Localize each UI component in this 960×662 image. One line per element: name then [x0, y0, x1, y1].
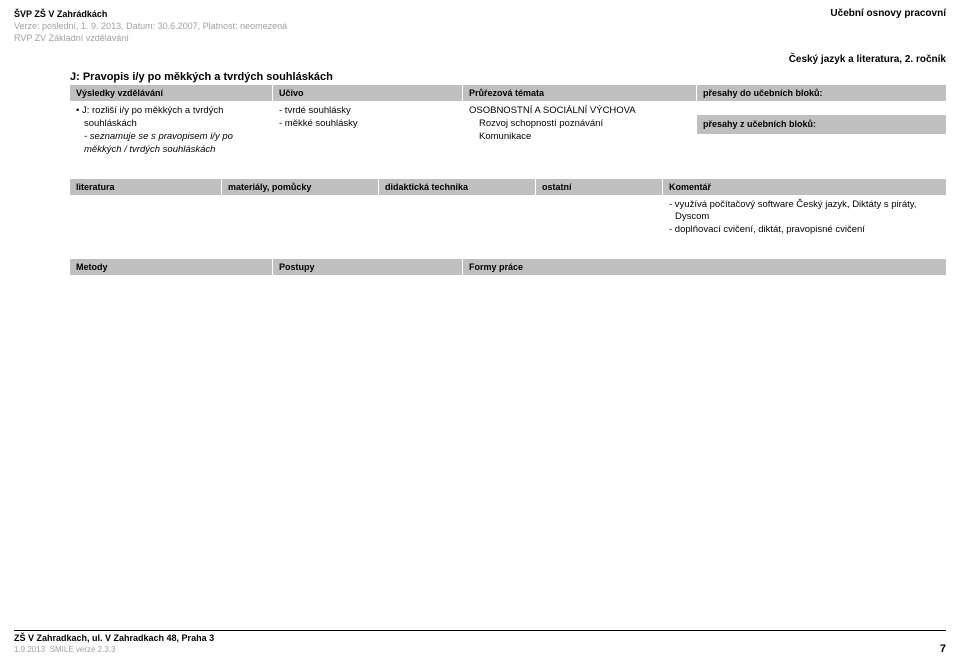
th-presahy-do: přesahy do učebních bloků:: [697, 85, 946, 101]
page-header: ŠVP ZŠ V Zahrádkách Verze: poslední, 1. …: [14, 8, 946, 44]
footer-address: ZŠ V Zahradkach, ul. V Zahradkach 48, Pr…: [14, 633, 214, 645]
table1-body-row: J: rozliší i/y po měkkých a tvrdých souh…: [70, 101, 946, 170]
komentar-line-2: - doplňovací cvičení, diktát, pravopisné…: [669, 224, 940, 237]
doc-version-line: Verze: poslední, 1. 9. 2013, Datum: 30.6…: [14, 20, 287, 32]
cell-postupy: [273, 275, 463, 307]
page-footer: ZŠ V Zahradkach, ul. V Zahradkach 48, Pr…: [14, 630, 946, 656]
cell-presahy: přesahy z učebních bloků:: [697, 101, 946, 170]
footer-left: ZŠ V Zahradkach, ul. V Zahradkach 48, Pr…: [14, 633, 214, 656]
cell-formy: [463, 275, 946, 307]
cell-literatura: [70, 195, 222, 259]
footer-page-number: 7: [940, 642, 946, 656]
doc-rvp-line: RVP ZV Základní vzdělávání: [14, 32, 287, 44]
cell-materialy: [222, 195, 379, 259]
th-presahy-z: přesahy z učebních bloků:: [697, 115, 946, 133]
header-right: Učební osnovy pracovní: [830, 8, 946, 19]
cell-komentar: - využívá počítačový software Český jazy…: [663, 195, 946, 259]
prurez-title: OSOBNOSTNÍ A SOCIÁLNÍ VÝCHOVA: [469, 105, 690, 118]
table1-header-row: Výsledky vzdělávání Učivo Průřezová téma…: [70, 85, 946, 101]
subject-line: Český jazyk a literatura, 2. ročník: [14, 54, 946, 65]
header-left: ŠVP ZŠ V Zahrádkách Verze: poslední, 1. …: [14, 8, 287, 44]
prurez-line-2: Rozvoj schopností poznávání: [469, 118, 690, 131]
th-ucivo: Učivo: [273, 85, 463, 101]
section: J: Pravopis i/y po měkkých a tvrdých sou…: [70, 71, 946, 307]
cell-didakticka: [379, 195, 536, 259]
prurez-line-3: Komunikace: [469, 131, 690, 144]
cell-ostatni: [536, 195, 663, 259]
outcome-sub: - seznamuje se s pravopisem i/y po měkký…: [76, 131, 266, 157]
th-komentar: Komentář: [663, 179, 946, 195]
th-postupy: Postupy: [273, 259, 463, 275]
table3-header-row: Metody Postupy Formy práce: [70, 259, 946, 275]
ucivo-line-2: - měkké souhlásky: [279, 118, 456, 131]
footer-version: SMILE verze 2.3.3: [50, 645, 116, 654]
cell-vysledky: J: rozliší i/y po měkkých a tvrdých souh…: [70, 101, 273, 170]
cell-prurezova: OSOBNOSTNÍ A SOCIÁLNÍ VÝCHOVA Rozvoj sch…: [463, 101, 697, 170]
th-ostatni: ostatní: [536, 179, 663, 195]
th-literatura: literatura: [70, 179, 222, 195]
komentar-line-1: - využívá počítačový software Český jazy…: [669, 199, 940, 225]
th-metody: Metody: [70, 259, 273, 275]
cell-metody: [70, 275, 273, 307]
th-materialy: materiály, pomůcky: [222, 179, 379, 195]
ucivo-line-1: - tvrdé souhlásky: [279, 105, 456, 118]
outcome-item: J: rozliší i/y po měkkých a tvrdých souh…: [76, 105, 266, 131]
section-title: J: Pravopis i/y po měkkých a tvrdých sou…: [70, 71, 946, 83]
doc-title: ŠVP ZŠ V Zahrádkách: [14, 8, 287, 20]
th-didakticka: didaktická technika: [379, 179, 536, 195]
th-formy: Formy práce: [463, 259, 946, 275]
table3-body-row: [70, 275, 946, 307]
th-prurezova: Průřezová témata: [463, 85, 697, 101]
cell-ucivo: - tvrdé souhlásky - měkké souhlásky: [273, 101, 463, 170]
th-vysledky: Výsledky vzdělávání: [70, 85, 273, 101]
footer-date: 1.9.2013: [14, 645, 45, 654]
table2-body-row: - využívá počítačový software Český jazy…: [70, 195, 946, 259]
table2-header-row: literatura materiály, pomůcky didaktická…: [70, 179, 946, 195]
